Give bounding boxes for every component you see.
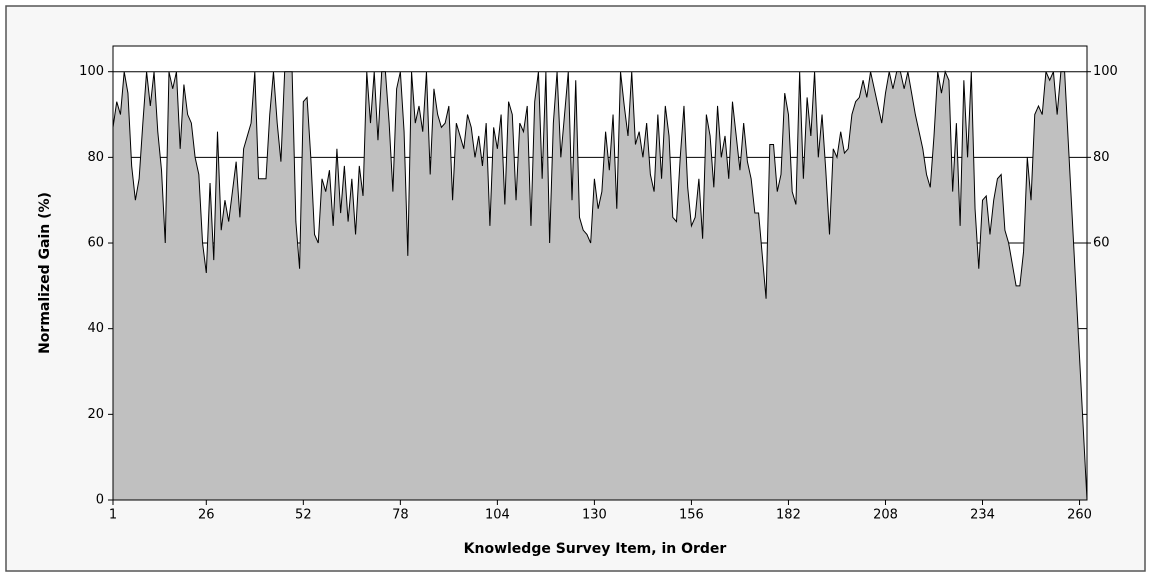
x-tick-label: 1 <box>109 508 117 523</box>
x-tick-label: 78 <box>392 508 409 523</box>
plot-frame <box>112 45 1088 501</box>
plot-layer <box>112 69 1088 501</box>
y-tick-label: 80 <box>87 150 104 165</box>
y2-tick-label: 80 <box>1093 150 1110 165</box>
x-tick-label: 156 <box>679 508 704 523</box>
x-tick-label: 52 <box>295 508 312 523</box>
y-tick-label: 40 <box>87 321 104 336</box>
area <box>112 69 1088 501</box>
y2-tick-label: 100 <box>1093 64 1118 79</box>
x-tick-label: 104 <box>485 508 510 523</box>
y2-tick-label: 60 <box>1093 236 1110 251</box>
y-tick-label: 0 <box>96 493 104 508</box>
x-tick-label: 234 <box>970 508 995 523</box>
x-tick-label: 130 <box>582 508 607 523</box>
y-tick-label: 20 <box>87 407 104 422</box>
x-tick-label: 260 <box>1067 508 1092 523</box>
x-axis-title: Knowledge Survey Item, in Order <box>464 541 727 557</box>
y-axis-title: Normalized Gain (%) <box>37 192 53 354</box>
x-tick-label: 26 <box>198 508 215 523</box>
x-tick-label: 208 <box>873 508 898 523</box>
y-tick-label: 60 <box>87 236 104 251</box>
y-tick-label: 100 <box>79 64 104 79</box>
x-tick-label: 182 <box>776 508 801 523</box>
